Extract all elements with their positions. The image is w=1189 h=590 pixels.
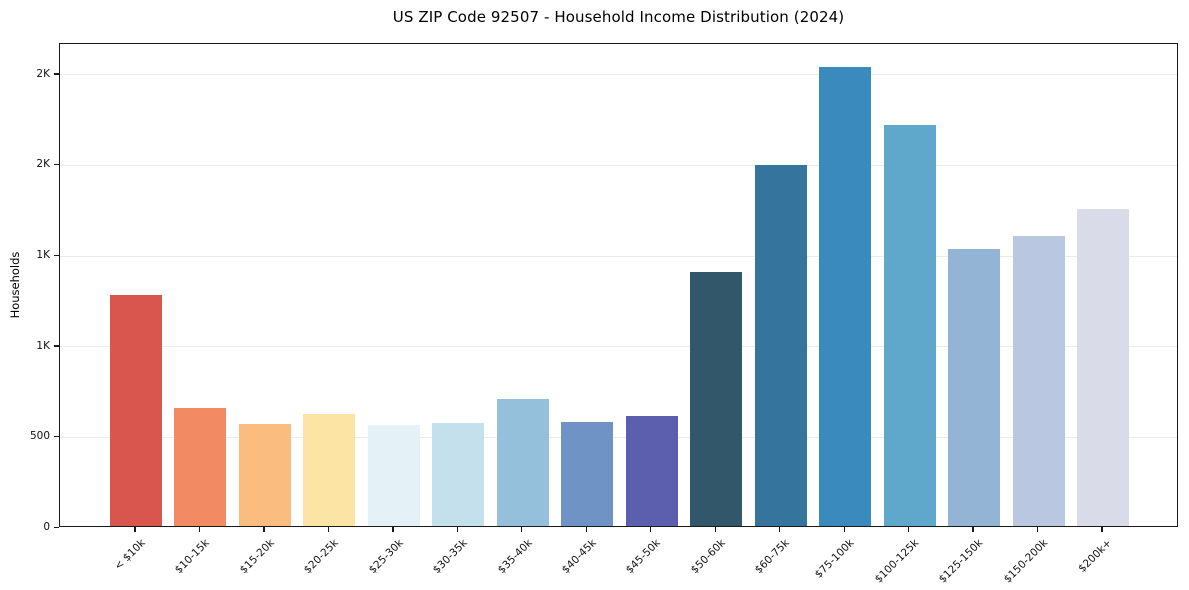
bar [174, 408, 227, 526]
bar [754, 165, 807, 526]
y-tick-mark [54, 73, 59, 75]
y-tick-mark [54, 526, 59, 528]
chart-title: US ZIP Code 92507 - Household Income Dis… [392, 8, 845, 26]
y-tick-mark [54, 435, 59, 438]
x-tick-label: $60-75k [753, 537, 793, 577]
x-tick-mark [779, 527, 781, 532]
y-tick-label: 0 [43, 521, 50, 533]
y-tick-label: 2K [36, 67, 50, 80]
y-tick-mark [54, 254, 59, 256]
x-tick-label: $20-25k [301, 537, 341, 577]
bar [110, 294, 162, 526]
bar [883, 125, 936, 526]
x-tick-mark [650, 527, 652, 532]
x-tick-label: $200k+ [1076, 537, 1115, 575]
y-tick-label: 1K [36, 339, 50, 352]
x-tick-label: $100-125k [872, 537, 922, 586]
bar [948, 248, 1001, 526]
x-tick-label: $75-100k [812, 537, 857, 581]
bar [1012, 235, 1065, 526]
x-tick-label: < $10k [111, 537, 148, 573]
bar [496, 399, 549, 526]
bar [690, 272, 743, 526]
x-tick-mark [1036, 527, 1039, 532]
gridline [60, 346, 1177, 348]
bar [819, 67, 872, 526]
y-tick-mark [54, 163, 59, 166]
x-tick-label: $10-15k [172, 537, 212, 577]
y-tick-mark [54, 345, 59, 347]
x-tick-mark [456, 527, 458, 532]
x-tick-mark [714, 527, 716, 532]
bar [367, 425, 420, 526]
x-tick-label: $35-40k [495, 537, 535, 577]
x-tick-label: $125-150k [937, 537, 986, 586]
gridline [60, 164, 1177, 166]
gridline [60, 255, 1177, 257]
y-tick-label: 500 [29, 430, 50, 443]
x-tick-mark [327, 527, 330, 532]
bar [625, 416, 678, 526]
x-tick-label: $40-45k [559, 537, 599, 577]
x-tick-mark [263, 527, 265, 532]
x-tick-mark [392, 527, 394, 532]
x-tick-mark [521, 527, 523, 532]
x-tick-label: $50-60k [688, 537, 728, 577]
x-tick-mark [907, 527, 910, 532]
x-tick-label: $45-50k [624, 537, 664, 577]
x-tick-label: $150-200k [1001, 537, 1051, 586]
gridline [60, 74, 1177, 76]
bar [432, 422, 485, 526]
x-tick-label: $30-35k [430, 537, 470, 577]
y-tick-label: 1K [36, 249, 50, 262]
y-tick-label: 2K [36, 158, 50, 171]
bar [238, 423, 291, 526]
plot-area [59, 43, 1178, 527]
x-tick-mark [134, 527, 136, 532]
gridline [60, 436, 1177, 438]
x-tick-mark [585, 527, 587, 532]
x-tick-label: $15-20k [237, 537, 277, 577]
bar [561, 421, 614, 526]
x-tick-mark [972, 527, 974, 532]
x-tick-mark [843, 527, 845, 532]
bar [1077, 208, 1130, 526]
x-tick-mark [198, 527, 201, 532]
x-tick-mark [1101, 527, 1103, 532]
x-tick-label: $25-30k [366, 537, 406, 577]
bar [303, 413, 356, 526]
